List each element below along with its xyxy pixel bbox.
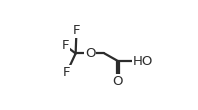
Text: HO: HO bbox=[133, 55, 154, 68]
Text: F: F bbox=[63, 66, 70, 79]
Text: O: O bbox=[85, 47, 95, 60]
Text: F: F bbox=[61, 39, 69, 52]
Text: O: O bbox=[113, 75, 123, 88]
Text: F: F bbox=[73, 24, 80, 37]
